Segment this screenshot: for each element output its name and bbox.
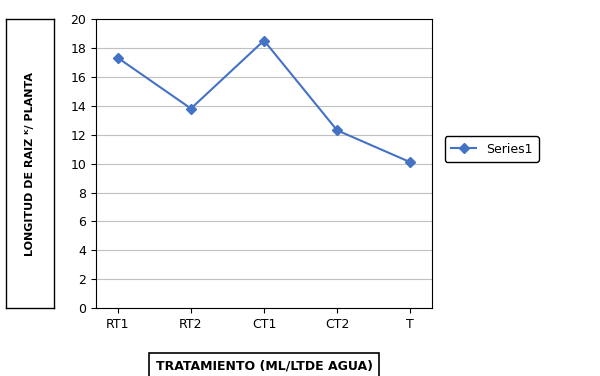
Series1 bbox=[260, 38, 268, 43]
Text: LONGITUD DE RAIZ ᴷ/ PLANTA: LONGITUD DE RAIZ ᴷ/ PLANTA bbox=[25, 71, 35, 256]
Series1 bbox=[187, 106, 194, 111]
Series1 bbox=[406, 160, 413, 164]
Text: TRATAMIENTO (ML/LTDE AGUA): TRATAMIENTO (ML/LTDE AGUA) bbox=[155, 359, 373, 372]
Legend: Series1: Series1 bbox=[445, 136, 539, 162]
Series1 bbox=[115, 56, 122, 60]
Line: Series1: Series1 bbox=[115, 37, 413, 165]
Series1 bbox=[334, 128, 341, 132]
